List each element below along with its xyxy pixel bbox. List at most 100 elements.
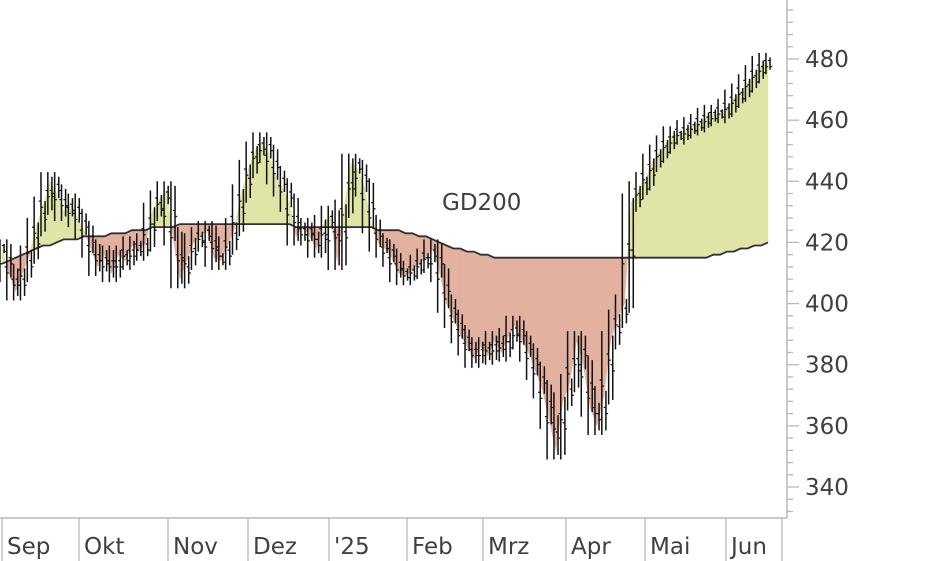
x-axis: Sep Okt Nov Dez '25 Feb Mrz Apr Mai Jun <box>0 517 787 561</box>
price-bar <box>25 217 34 283</box>
area-above-segment <box>364 187 372 228</box>
area-above-segment <box>740 82 748 249</box>
area-below-segment <box>97 236 105 269</box>
area-above-segment <box>63 201 71 240</box>
y-tick-label: 380 <box>805 353 849 379</box>
price-bar <box>387 239 397 283</box>
area-above-segment <box>754 64 762 246</box>
area-below-segment <box>617 257 625 319</box>
area-below-segment <box>576 257 584 365</box>
area-above-segment <box>56 193 64 243</box>
price-bar <box>182 233 191 289</box>
x-tick-label: Mrz <box>488 534 529 560</box>
price-bar <box>380 233 390 267</box>
y-tick-label: 460 <box>805 108 849 134</box>
price-bar <box>681 117 691 145</box>
area-below-segment <box>186 223 194 261</box>
price-bar <box>52 172 61 222</box>
area-below-segment <box>603 257 611 396</box>
price-bar <box>168 181 178 289</box>
price-bar <box>695 107 704 136</box>
price-bar <box>209 221 219 270</box>
area-above-segment <box>733 91 741 253</box>
price-bar <box>538 361 547 429</box>
price-bar <box>86 221 96 277</box>
price-bar <box>572 331 581 393</box>
area-below-segment <box>528 257 536 371</box>
area-below-segment <box>131 229 140 253</box>
x-tick-label: Mai <box>650 534 690 560</box>
price-bar <box>661 126 670 163</box>
area-below-segment <box>206 223 215 258</box>
x-tick-label: Dez <box>253 534 297 560</box>
price-bar <box>66 193 75 228</box>
price-bar <box>544 380 554 460</box>
area-below-segment <box>439 241 447 304</box>
area-above-segment <box>241 168 249 225</box>
price-bar <box>305 217 315 258</box>
price-bar <box>709 104 718 127</box>
price-bar <box>483 331 492 365</box>
price-bar <box>626 181 636 313</box>
price-bar <box>435 239 444 313</box>
area-below-segment <box>507 257 516 339</box>
price-bar <box>421 239 431 273</box>
price-bar <box>141 202 150 261</box>
area-below-segment <box>453 248 461 335</box>
area-below-segment <box>15 254 23 292</box>
price-bar <box>134 233 144 261</box>
area-below-segment <box>172 223 181 280</box>
area-below-segment <box>213 223 222 262</box>
price-bar <box>202 221 212 267</box>
y-tick-label: 340 <box>805 475 849 501</box>
y-tick-label: 400 <box>805 292 849 318</box>
price-bar <box>223 217 232 270</box>
price-bar <box>332 199 342 270</box>
price-bar <box>510 315 520 350</box>
price-bar <box>688 114 698 139</box>
area-above-segment <box>630 189 639 259</box>
area-above-segment <box>665 134 673 259</box>
price-bar <box>408 254 417 286</box>
area-below-segment <box>384 229 393 259</box>
price-bar <box>18 245 27 301</box>
area-below-segment <box>596 257 605 426</box>
price-bar <box>107 245 116 283</box>
area-below-segment <box>480 254 488 357</box>
area-above-segment <box>282 187 290 225</box>
x-tick-label: Sep <box>7 534 50 560</box>
price-bar <box>729 83 739 118</box>
area-above-segment <box>719 107 728 256</box>
price-bar <box>606 309 615 405</box>
area-below-segment <box>583 257 591 408</box>
y-tick-label: 360 <box>805 414 849 440</box>
price-bar <box>230 184 239 255</box>
x-tick-label: Feb <box>412 534 453 560</box>
price-bar <box>613 294 622 350</box>
price-bar <box>414 248 424 280</box>
price-bar <box>339 153 349 270</box>
area-below-segment <box>535 257 543 390</box>
price-bar <box>599 331 609 436</box>
price-bar <box>0 239 7 283</box>
area-above-segment <box>760 61 769 246</box>
area-below-segment <box>309 226 317 250</box>
price-bar <box>585 355 595 436</box>
price-bar <box>271 144 280 197</box>
area-above-segment <box>323 214 331 228</box>
area-above-segment <box>35 205 44 250</box>
area-below-segment <box>200 223 208 237</box>
price-bar <box>401 260 410 286</box>
area-above-segment <box>29 227 37 252</box>
area-below-segment <box>138 229 146 253</box>
area-below-segment <box>562 257 570 402</box>
area-above-segment <box>678 128 687 259</box>
area-above-segment <box>254 140 263 225</box>
price-bar <box>243 141 253 203</box>
price-bar <box>161 181 171 246</box>
price-bar <box>4 239 14 301</box>
area-below-segment <box>412 232 420 271</box>
y-tick-label: 440 <box>805 169 849 195</box>
price-bar <box>674 120 684 145</box>
